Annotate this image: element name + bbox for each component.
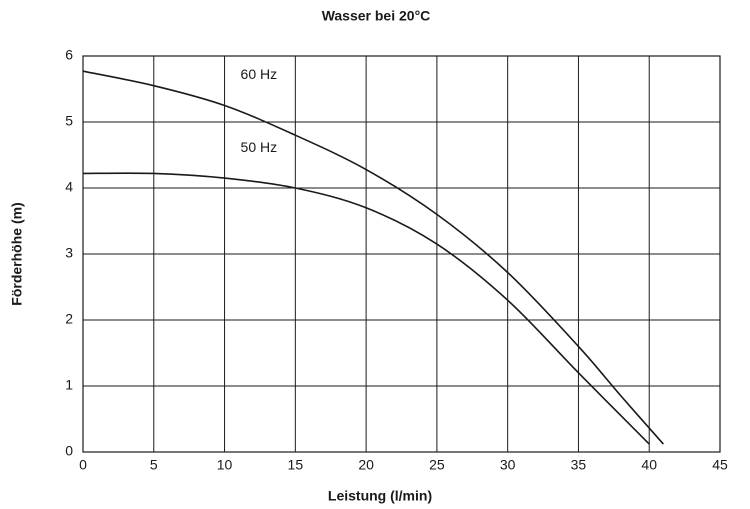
plot-frame [82, 55, 721, 453]
y-tick-label: 1 [65, 377, 73, 393]
curve [82, 172, 650, 445]
y-tick-label: 6 [65, 47, 73, 63]
y-tick-label: 0 [65, 443, 73, 459]
y-axis-label: Förderhöhe (m) [9, 202, 25, 305]
x-tick-label: 5 [150, 457, 158, 473]
curve [82, 70, 664, 445]
x-tick-label: 30 [500, 457, 516, 473]
y-tick-label: 3 [65, 245, 73, 261]
curve-label: 50 Hz [241, 139, 278, 155]
x-axis-label: Leistung (l/min) [328, 488, 432, 504]
x-tick-label: 40 [641, 457, 657, 473]
x-tick-label: 10 [217, 457, 233, 473]
y-tick-label: 4 [65, 179, 73, 195]
y-tick-label: 2 [65, 311, 73, 327]
y-tick-label: 5 [65, 113, 73, 129]
x-tick-label: 25 [429, 457, 445, 473]
x-tick-label: 20 [358, 457, 374, 473]
chart-title: Wasser bei 20°C [322, 8, 431, 24]
x-tick-label: 15 [288, 457, 304, 473]
x-tick-label: 0 [79, 457, 87, 473]
curve-label: 60 Hz [241, 66, 278, 82]
x-tick-label: 45 [712, 457, 728, 473]
x-tick-label: 35 [571, 457, 587, 473]
